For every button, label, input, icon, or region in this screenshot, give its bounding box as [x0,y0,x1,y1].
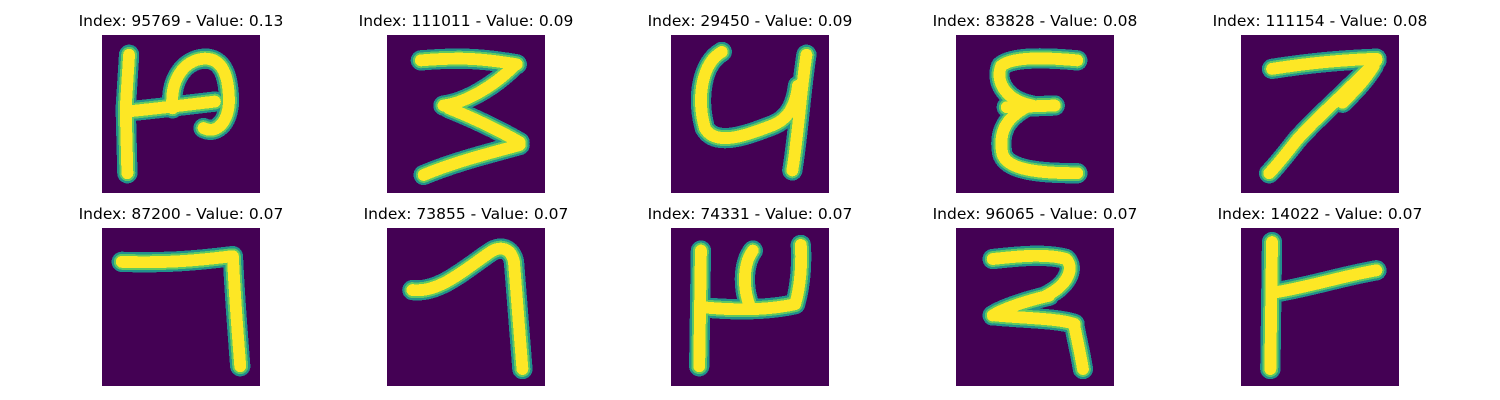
digit-glyph-icon [956,35,1114,193]
digit-stroke [115,250,238,269]
digit-stroke [406,242,520,297]
digit-glyph-icon [1241,228,1399,386]
digit-glyph-icon [102,35,260,193]
digit-image-panel [956,228,1114,386]
digit-glyph-icon [956,228,1114,386]
digit-stroke [414,52,523,71]
digit-stroke [226,250,247,373]
digit-stroke [1336,60,1380,109]
digit-image-panel [671,35,829,193]
panel-title: Index: 111011 - Value: 0.09 [358,12,574,30]
digit-stroke [1264,236,1278,375]
digit-stroke [443,102,526,149]
digit-glyph-icon [102,228,260,386]
digit-stroke [995,99,1084,180]
digit-stroke [989,309,1081,330]
digit-stroke [986,249,1076,302]
panel-title: Index: 96065 - Value: 0.07 [932,205,1138,223]
panel-title: Index: 83828 - Value: 0.08 [932,12,1138,30]
panel-title: Index: 74331 - Value: 0.07 [647,205,853,223]
digit-stroke [786,48,813,177]
digit-image-panel [387,228,545,386]
digit-image-panel [102,228,260,386]
panel-title: Index: 111154 - Value: 0.08 [1212,12,1428,30]
panel-title: Index: 73855 - Value: 0.07 [363,205,569,223]
digit-stroke [789,239,808,311]
digit-stroke [1266,264,1383,299]
digit-glyph-icon [671,228,829,386]
panel-title: Index: 14022 - Value: 0.07 [1217,205,1423,223]
digit-image-panel [1241,35,1399,193]
digit-stroke [508,255,529,375]
digit-stroke [1068,320,1089,375]
digit-image-panel [1241,228,1399,386]
digit-image-panel [956,35,1114,193]
digit-glyph-icon [671,35,829,193]
digit-image-panel [671,228,829,386]
digit-glyph-icon [387,228,545,386]
panel-title: Index: 29450 - Value: 0.09 [647,12,853,30]
digit-stroke [1266,52,1383,75]
panel-title: Index: 95769 - Value: 0.13 [78,12,284,30]
panel-title: Index: 87200 - Value: 0.07 [78,205,284,223]
digit-image-panel [102,35,260,193]
digit-stroke [993,52,1084,112]
digit-stroke [695,46,804,145]
digit-stroke [739,244,759,313]
digit-stroke [166,52,235,136]
digit-image-panel [387,35,545,193]
digit-stroke [1000,99,1061,114]
digit-stroke [417,139,526,181]
digit-glyph-icon [387,35,545,193]
digit-glyph-icon [1241,35,1399,193]
